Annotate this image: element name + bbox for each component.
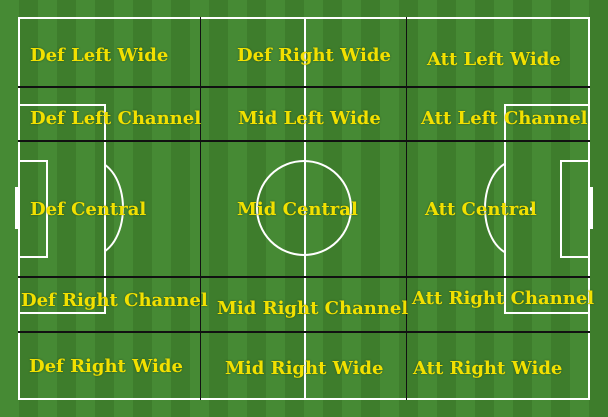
zone-label-att-central: Att Central — [425, 199, 537, 220]
zone-label-mid-central: Mid Central — [237, 199, 358, 220]
zone-divider-vertical-2 — [406, 17, 407, 400]
left-goal — [15, 187, 19, 229]
zone-label-def-left-wide: Def Left Wide — [30, 45, 169, 66]
centre-spot — [303, 207, 307, 211]
right-penalty-spot — [530, 207, 534, 211]
right-goal — [589, 187, 593, 229]
zone-label-def-central: Def Central — [30, 199, 147, 220]
left-goal-box — [18, 160, 48, 258]
zone-label-def-right-wide-top: Def Right Wide — [237, 45, 391, 66]
zone-label-def-right-channel: Def Right Channel — [21, 290, 208, 311]
zone-divider-horizontal-2 — [18, 140, 590, 142]
zone-divider-horizontal-1 — [18, 86, 590, 88]
zone-label-mid-right-channel: Mid Right Channel — [217, 298, 409, 319]
zone-label-mid-left-wide: Mid Left Wide — [238, 108, 381, 129]
right-goal-box — [560, 160, 590, 258]
zone-label-att-right-channel: Att Right Channel — [412, 288, 595, 309]
zone-divider-horizontal-3 — [18, 276, 590, 278]
zone-divider-vertical-1 — [200, 17, 201, 400]
zone-label-def-left-channel: Def Left Channel — [30, 108, 202, 129]
zone-label-att-left-wide: Att Left Wide — [427, 49, 561, 70]
zone-label-mid-right-wide: Mid Right Wide — [225, 358, 384, 379]
zone-label-att-right-wide: Att Right Wide — [413, 358, 563, 379]
zone-label-def-right-wide: Def Right Wide — [29, 356, 183, 377]
zone-divider-horizontal-4 — [18, 331, 590, 333]
zone-label-att-left-channel: Att Left Channel — [421, 108, 588, 129]
centre-circle — [256, 160, 352, 256]
